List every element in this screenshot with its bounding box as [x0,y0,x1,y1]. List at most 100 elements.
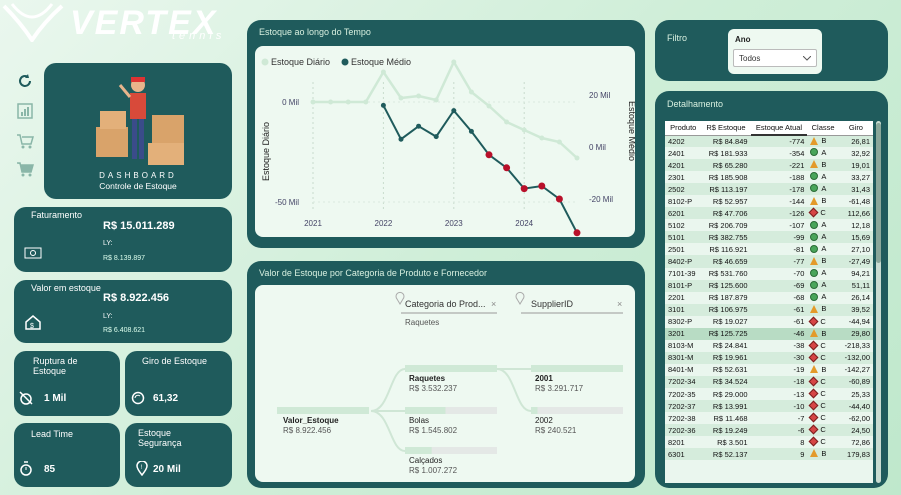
cell-class: C [807,375,839,388]
cell-giro: 25,33 [838,387,873,401]
table-scrollbar[interactable] [876,121,881,483]
cell-giro: -44,94 [838,315,873,328]
table-row[interactable]: 8301-M R$ 19.961 -30 C -132,00 [665,351,873,364]
class-b-triangle-icon [810,160,819,169]
column-header[interactable]: Estoque Atual [750,121,808,136]
table-row[interactable]: 2301 R$ 185.908 -188 A 33,27 [665,171,873,184]
node-value: R$ 3.532.237 [409,384,458,393]
avg-point [451,108,457,114]
class-c-diamond-icon [808,400,819,411]
location-pin-icon: ! [136,461,148,476]
table-row[interactable]: 2201 R$ 187.879 -68 A 26,14 [665,291,873,304]
column-header[interactable]: Giro [838,121,873,136]
cell-estoque-atual: -10 [750,400,808,413]
refresh-icon[interactable] [16,72,34,90]
year-slicer-label: Ano [735,35,751,44]
report-icon[interactable] [16,102,34,120]
column-header[interactable]: R$ Estoque [701,121,751,136]
table-row[interactable]: 7202-36 R$ 19.249 -6 C 24,50 [665,424,873,437]
cart-add-icon[interactable] [16,132,34,150]
cell-estoque-valor: R$ 116.921 [701,243,751,256]
cell-giro: 94,21 [838,267,873,280]
table-row[interactable]: 6301 R$ 52.137 9 B 179,83 [665,448,873,461]
x-tick-label: 2023 [445,219,463,228]
table-row[interactable]: 3101 R$ 106.975 -61 B 39,52 [665,303,873,316]
table-row[interactable]: 8402-P R$ 46.659 -77 B -27,49 [665,255,873,268]
root-bar [277,407,369,414]
table-row[interactable]: 6201 R$ 47.706 -126 C 112,66 [665,207,873,220]
tree-root-node[interactable]: Valor_Estoque R$ 8.922.456 [277,407,369,435]
delivery-person-illustration [96,77,184,165]
cart-icon[interactable] [16,160,34,178]
cell-produto: 8301-M [665,351,702,364]
filter-supplier-close-icon[interactable]: × [617,299,622,309]
cell-estoque-valor: R$ 19.027 [701,315,751,328]
alarm-off-icon [19,391,33,405]
table-row[interactable]: 7202-34 R$ 34.524 -18 C -60,89 [665,375,873,388]
table-row[interactable]: 8201 R$ 3.501 8 C 72,86 [665,436,873,449]
filter-category-close-icon[interactable]: × [491,299,496,309]
table-row[interactable]: 3201 R$ 125.725 -46 B 29,80 [665,327,873,340]
table-row[interactable]: 8302-P R$ 19.027 -61 C -44,94 [665,315,873,328]
line-chart-area[interactable]: Estoque Diário Estoque Médio Estoque Diá… [255,46,637,237]
cell-produto: 8103-M [665,339,702,352]
kpi-ly-label: LY: [103,240,113,247]
cell-class: B [807,135,839,148]
cell-estoque-valor: R$ 187.879 [701,291,751,304]
y-right-label: Estoque Médio [627,101,635,161]
scrollbar-thumb[interactable] [876,123,881,263]
table-row[interactable]: 8101-P R$ 125.600 -69 A 51,11 [665,279,873,292]
column-header[interactable]: Produto [665,121,702,136]
daily-point [468,89,474,95]
table-row[interactable]: 4202 R$ 84.849 -774 B 26,81 [665,135,873,148]
table-row[interactable]: 2401 R$ 181.933 -354 A 32,92 [665,147,873,160]
y-left-tick: -50 Mil [275,198,299,207]
cell-giro: 179,83 [838,448,873,461]
stopwatch-icon [20,461,32,476]
table-row[interactable]: 5101 R$ 382.755 -99 A 15,69 [665,231,873,244]
table-row[interactable]: 7202-38 R$ 11.468 -7 C -62,00 [665,412,873,425]
table-row[interactable]: 8103-M R$ 24.841 -38 C -218,33 [665,339,873,352]
table-row[interactable]: 7202-37 R$ 13.991 -10 C -44,40 [665,400,873,413]
filter-category[interactable]: Categoria do Prod... × Raquetes [395,291,497,327]
table-row[interactable]: 8102-P R$ 52.957 -144 B -61,48 [665,195,873,208]
cell-produto: 6201 [665,207,702,220]
table-row[interactable]: 2501 R$ 116.921 -81 A 27,10 [665,243,873,256]
cell-giro: 26,14 [838,291,873,304]
cell-estoque-valor: R$ 181.933 [701,147,751,160]
cell-produto: 7202-36 [665,424,702,437]
cell-class: A [807,147,839,160]
table-row[interactable]: 5102 R$ 206.709 -107 A 12,18 [665,219,873,232]
filter-supplier[interactable]: SupplierID × [515,291,623,314]
house-money-icon: $ [25,315,41,330]
table-row[interactable]: 7101-39 R$ 531.760 -70 A 94,21 [665,267,873,280]
class-c-diamond-icon [808,340,819,351]
cell-class: C [807,400,839,413]
hero-title: DASHBOARD [99,171,177,180]
y-left-tick: 0 Mil [282,98,299,107]
cell-estoque-atual: -77 [750,255,808,268]
cell-giro: -60,89 [838,375,873,388]
column-header[interactable]: Classe [807,121,839,136]
table-row[interactable]: 8401-M R$ 52.631 -19 B -142,27 [665,363,873,376]
table-row[interactable]: 2502 R$ 113.197 -178 A 31,43 [665,183,873,196]
cell-giro: 15,69 [838,231,873,244]
legend-dot-daily [261,58,269,66]
cell-estoque-atual: -13 [750,387,808,401]
cell-estoque-atual: -7 [750,412,808,425]
detail-title: Detalhamento [667,99,724,109]
cell-produto: 6301 [665,448,702,461]
table-row[interactable]: 7202-35 R$ 29.000 -13 C 25,33 [665,387,873,401]
daily-point [380,69,386,75]
table-row[interactable]: 4201 R$ 65.280 -221 B 19,01 [665,159,873,172]
cell-estoque-valor: R$ 382.755 [701,231,751,244]
cell-estoque-valor: R$ 11.468 [701,412,751,425]
line-chart-title: Estoque ao longo do Tempo [259,27,371,37]
cell-class: A [807,243,839,256]
year-dropdown[interactable]: Todos [733,49,817,67]
